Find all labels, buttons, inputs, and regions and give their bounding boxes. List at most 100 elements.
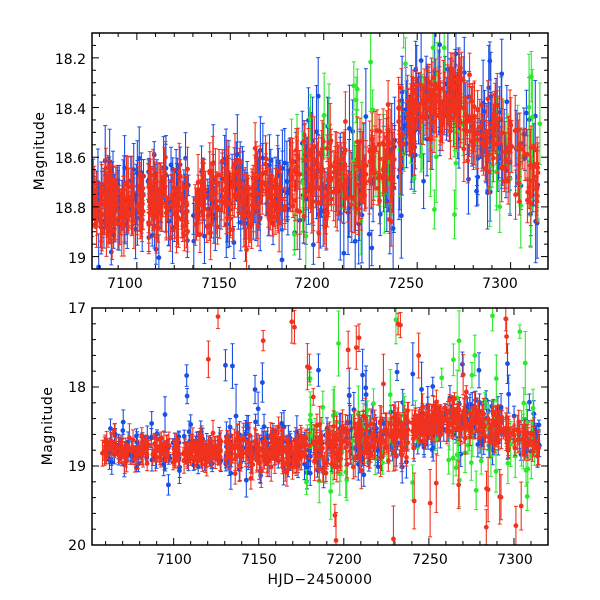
red-series-point [262,170,268,196]
bottom-y-tick-labels: 17 18 19 20 [68,301,86,554]
top-y-tick-label: 18.8 [55,201,86,217]
red-series-point [305,136,310,185]
red-series-point [237,147,243,174]
bottom-y-tick-label: 17 [68,301,86,317]
red-series-point [306,174,311,209]
red-series-point [276,431,281,455]
red-series-point [463,82,468,146]
red-series-point [394,425,400,446]
red-series-point [222,190,227,214]
red-series-point [100,183,105,204]
red-series-point [282,186,288,230]
red-series-point [481,113,486,176]
blue-series-point [181,429,187,443]
green-series-point [493,450,499,493]
red-series-point [123,208,129,227]
red-series-point [137,183,143,240]
red-series-point [456,49,462,116]
red-series-point [128,183,134,223]
red-series-point [167,224,173,252]
blue-series-point [475,431,481,458]
red-series-outlier-point [292,310,297,345]
blue-series-point [347,84,352,173]
red-series-point [492,82,498,155]
red-series-point [249,444,254,473]
red-series-point [360,122,366,204]
red-series-point [184,175,190,235]
bottom-x-tick-label: 7150 [241,552,277,568]
bottom-y-tick-label: 18 [68,380,86,396]
red-series-point [105,188,110,229]
red-series-point [320,435,325,461]
red-series-point [138,448,144,460]
red-series-point [244,227,249,269]
red-series-point [265,447,271,459]
red-series-point [193,438,199,450]
red-series-point [206,210,212,242]
red-series-point [120,438,126,460]
red-series-point [157,433,162,446]
green-series-point [478,447,484,475]
red-series-point [418,104,423,129]
red-series-point [243,439,249,468]
red-series-point [526,165,532,210]
red-series-point [109,434,115,449]
red-series-point [210,168,215,218]
red-series-point [270,437,276,460]
blue-series-outlier-point [360,348,366,402]
red-series-outlier-point [427,469,433,538]
bottom-x-tick-label: 7300 [497,552,533,568]
red-series-point [174,440,180,460]
red-series-point [161,146,167,198]
blue-series-outlier-point [394,363,400,382]
red-series-point [125,192,131,234]
green-series-point [451,343,456,377]
bottom-x-tick-labels: 7100 7150 7200 7250 7300 [156,552,533,568]
red-series-point [315,174,321,232]
blue-series-point [499,38,505,110]
red-series-point [290,193,296,218]
red-series-point [408,110,414,156]
bottom-y-axis-label: Magnitude [40,387,56,466]
red-series-point [230,217,236,243]
blue-series-outlier-point [476,352,482,389]
green-series-point [537,82,543,165]
top-plot-frame [91,32,549,270]
red-series-point [155,162,161,223]
green-series-point [528,50,534,103]
red-series-point [215,208,220,245]
blue-series-point [532,79,538,153]
green-series-point [351,61,357,111]
red-series-point [157,445,163,457]
red-series-point [129,438,134,463]
red-series-point [150,181,156,232]
red-series-point [486,150,492,194]
red-series-outlier-point [460,354,466,396]
bottom-panel: 7100 7150 7200 7250 7300 17 18 19 20 Mag… [40,301,549,588]
red-series-point [255,444,261,459]
red-series-point [227,434,232,452]
red-series-point [179,193,184,222]
top-y-tick-labels: 18.2 18.4 18.6 18.8 19 [55,52,86,267]
red-series-point [158,162,164,215]
red-series-point [250,186,255,225]
red-series-point [506,128,512,178]
red-series-point [396,76,401,140]
red-series-point [438,80,444,142]
blue-series-point [279,228,285,269]
red-series-point [502,120,508,184]
blue-series-outlier-point [223,349,228,382]
bottom-y-tick-label: 19 [68,459,86,475]
bottom-x-axis-label: HJD−2450000 [267,572,372,588]
red-series-point [121,183,127,213]
red-series-point [432,83,438,134]
red-series-point [111,423,117,438]
green-series-outlier-point [522,330,528,396]
bottom-x-tick-label: 7250 [412,552,448,568]
blue-series-outlier-point [410,342,416,406]
red-series-point [108,186,114,244]
green-series-point [453,459,459,477]
blue-series-outlier-point [252,374,258,405]
green-series-outlier-point [493,354,499,403]
red-series-point [210,419,216,447]
